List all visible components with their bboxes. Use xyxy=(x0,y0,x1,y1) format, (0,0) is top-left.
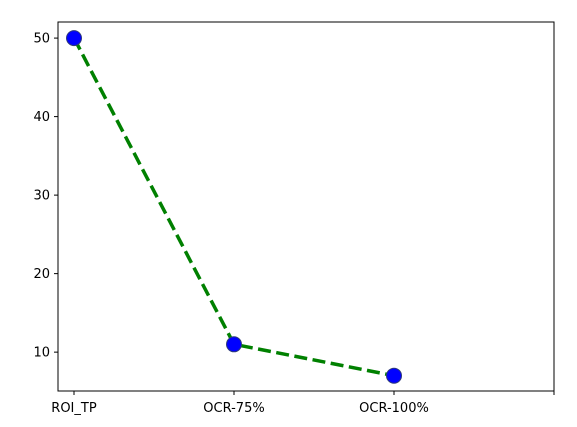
x-tick-label: ROI_TP xyxy=(51,401,97,416)
data-point xyxy=(66,30,82,47)
y-tick-label: 20 xyxy=(33,267,50,282)
y-tick-label: 30 xyxy=(33,189,50,204)
series-layer xyxy=(66,30,402,384)
x-tick-label: OCR-75% xyxy=(203,401,264,416)
data-point xyxy=(386,367,402,384)
y-tick-label: 40 xyxy=(33,110,50,125)
y-tick-label: 10 xyxy=(33,346,50,361)
y-axis-ticks: 10 20 30 40 50 xyxy=(33,32,58,361)
x-axis-ticks: ROI_TP OCR-75% OCR-100% xyxy=(51,391,555,416)
data-point xyxy=(226,336,242,353)
x-tick-label: OCR-100% xyxy=(359,401,429,416)
plot-frame xyxy=(57,21,555,392)
y-tick-label: 50 xyxy=(33,32,50,47)
